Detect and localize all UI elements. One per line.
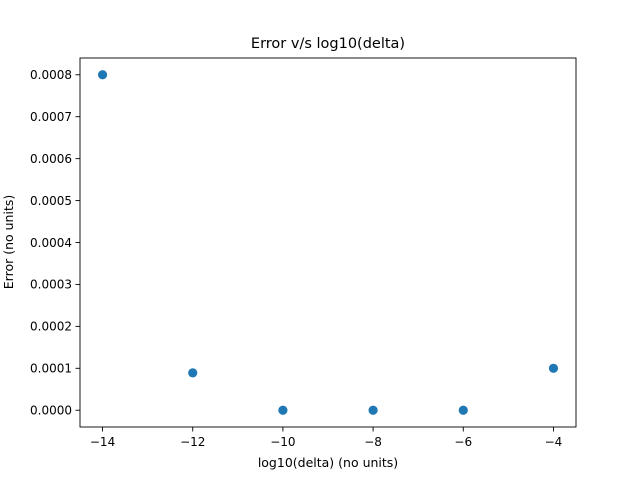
y-axis-label: Error (no units) <box>1 195 16 289</box>
y-tick-label: 0.0002 <box>30 320 72 334</box>
x-tick-label: −8 <box>364 435 382 449</box>
data-point <box>548 363 559 373</box>
data-point <box>368 405 378 415</box>
x-axis-label: log10(delta) (no units) <box>258 455 398 470</box>
y-tick-label: 0.0003 <box>30 278 72 292</box>
data-point <box>458 405 468 415</box>
y-tick-label: 0.0001 <box>30 362 72 376</box>
x-tick-label: −12 <box>180 435 205 449</box>
y-tick-label: 0.0006 <box>30 152 72 166</box>
y-tick-label: 0.0000 <box>30 404 72 418</box>
data-point <box>97 70 108 80</box>
y-tick-label: 0.0007 <box>30 110 72 124</box>
x-tick-label: −4 <box>545 435 563 449</box>
data-point <box>278 405 288 415</box>
axes-frame <box>79 57 577 428</box>
y-tick-label: 0.0005 <box>30 194 72 208</box>
x-tick-label: −10 <box>270 435 295 449</box>
x-tick-label: −6 <box>454 435 472 449</box>
plot-area: −14 −12 −10 −8 −6 −4 0.0000 0.0001 0.0002 0.0003 0… <box>30 57 577 449</box>
chart-title: Error v/s log10(delta) <box>251 36 405 52</box>
y-tick-label: 0.0008 <box>30 68 72 82</box>
data-point <box>188 368 198 378</box>
x-tick-label: −14 <box>90 435 115 449</box>
y-tick-label: 0.0004 <box>30 236 72 250</box>
